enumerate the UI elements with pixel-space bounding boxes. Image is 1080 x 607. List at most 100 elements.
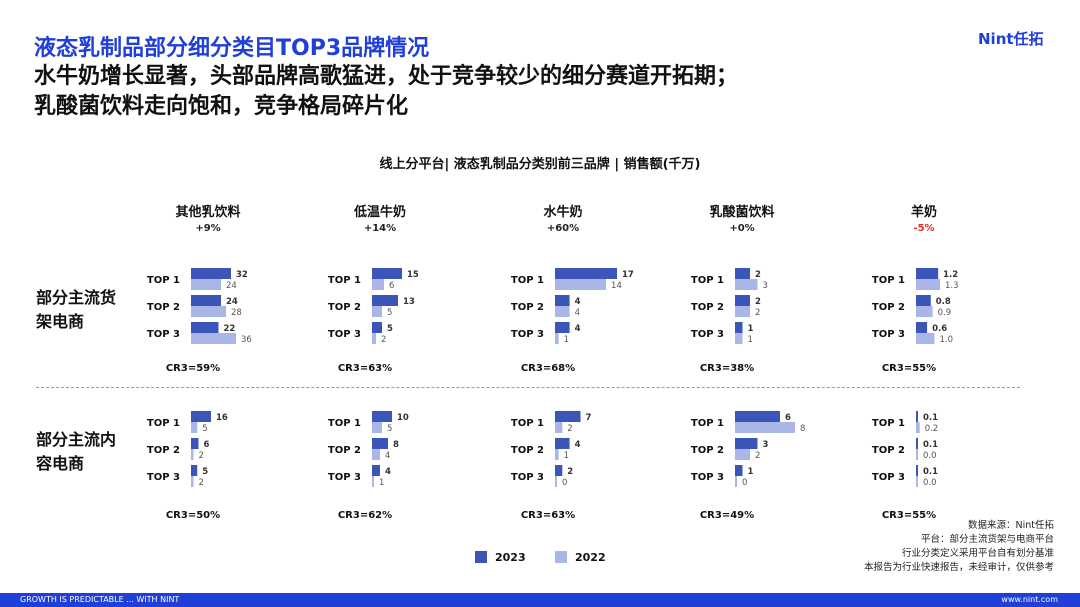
value-label-2022: 8 [800,424,805,434]
rank-label: TOP 2 [147,445,180,456]
source-line-4: 本报告为行业快速报告，未经审计，仅供参考 [863,562,1054,573]
bar-2023 [555,465,563,476]
legend-item-2023: 2023 [475,551,526,564]
value-label-2022: 2 [199,478,204,488]
bar-2022 [372,422,382,433]
rank-label: TOP 3 [691,472,724,483]
category-growth: +14% [363,223,397,234]
bar-2023 [372,322,382,333]
rank-label: TOP 1 [328,275,361,286]
bar-2022 [735,449,750,460]
rank-label: TOP 1 [511,275,544,286]
bar-2023 [191,268,231,279]
value-label-2022: 4 [385,451,390,461]
bar-2023 [372,465,380,476]
subtitle-line-1: 水牛奶增长显著，头部品牌高歌猛进，处于竞争较少的细分赛道开拓期； [34,64,739,89]
rank-label: TOP 3 [511,472,544,483]
legend-swatch-2023 [475,551,487,563]
footer-slogan: GROWTH IS PREDICTABLE ... WITH NINT [20,595,180,604]
bar-2023 [555,411,581,422]
rank-label: TOP 3 [328,329,361,340]
rank-label: TOP 1 [511,418,544,429]
bar-2022 [555,306,570,317]
value-label-2022: 2 [199,451,204,461]
value-label-2022: 1 [564,451,569,461]
rank-label: TOP 1 [872,418,905,429]
bar-2023 [555,295,570,306]
bar-2022 [191,422,198,433]
bar-2022 [916,279,940,290]
bar-2023 [916,465,918,476]
bar-2022 [916,449,918,460]
value-label-2023: 17 [622,270,634,280]
bar-2023 [735,438,758,449]
value-label-2023: 0.1 [923,413,938,423]
rank-label: TOP 2 [328,445,361,456]
bar-2023 [916,411,918,422]
value-label-2023: 5 [202,467,208,477]
value-label-2023: 1.2 [943,270,958,280]
bar-2022 [372,279,384,290]
cr3-label: CR3=55% [882,363,936,374]
value-label-2023: 10 [397,413,409,423]
brand-logo: Nint任拓 [978,30,1044,48]
row-label-content-ecommerce: 部分主流内容电商 [36,430,117,473]
rank-label: TOP 3 [328,472,361,483]
rank-label: TOP 1 [691,418,724,429]
category-name: 羊奶 [910,205,937,220]
value-label-2022: 5 [387,424,392,434]
source-line-3: 行业分类定义采用平台自有划分基准 [901,548,1054,559]
rank-label: TOP 1 [147,418,180,429]
value-label-2023: 1 [748,467,754,477]
value-label-2022: 6 [389,281,394,291]
cr3-label: CR3=62% [338,510,392,521]
bar-2023 [735,295,750,306]
value-label-2023: 4 [575,324,581,334]
rank-label: TOP 1 [872,275,905,286]
bar-2022 [372,333,376,344]
value-label-2023: 0.1 [923,440,938,450]
rank-label: TOP 3 [872,329,905,340]
value-label-2022: 24 [226,281,237,291]
value-label-2022: 1.0 [939,335,953,345]
rank-label: TOP 2 [147,302,180,313]
rank-label: TOP 2 [328,302,361,313]
value-label-2022: 0.0 [923,478,937,488]
bar-2023 [735,322,743,333]
value-label-2023: 0.6 [932,324,947,334]
value-label-2023: 4 [575,297,581,307]
legend-label-2022: 2022 [575,551,606,564]
cr3-label: CR3=63% [338,363,392,374]
value-label-2022: 0.0 [923,451,937,461]
value-label-2023: 6 [204,440,210,450]
bar-2022 [372,306,382,317]
bar-2023 [372,295,398,306]
cr3-label: CR3=59% [166,363,220,374]
value-label-2022: 2 [755,451,760,461]
value-label-2023: 5 [387,324,393,334]
bar-2022 [555,422,563,433]
bar-2022 [916,422,920,433]
category-name: 水牛奶 [543,205,583,220]
rank-label: TOP 1 [328,418,361,429]
value-label-2023: 1 [748,324,754,334]
value-label-2022: 0 [742,478,747,488]
value-label-2023: 15 [407,270,419,280]
value-label-2022: 1 [379,478,384,488]
value-label-2022: 4 [575,308,580,318]
rank-label: TOP 1 [691,275,724,286]
bar-2022 [372,476,374,487]
value-label-2023: 2 [755,297,761,307]
value-label-2023: 32 [236,270,248,280]
bar-2022 [191,279,221,290]
bar-2023 [191,295,221,306]
data-source-note: 数据来源：Nint任拓 平台：部分主流货架与电商平台 行业分类定义采用平台自有划… [864,519,1054,575]
bar-2022 [735,333,743,344]
row-divider [36,387,1020,388]
value-label-2023: 24 [226,297,238,307]
bar-2022 [916,476,918,487]
value-label-2022: 36 [241,335,252,345]
footer-website: www.nint.com [1001,595,1058,604]
bar-2022 [735,422,795,433]
